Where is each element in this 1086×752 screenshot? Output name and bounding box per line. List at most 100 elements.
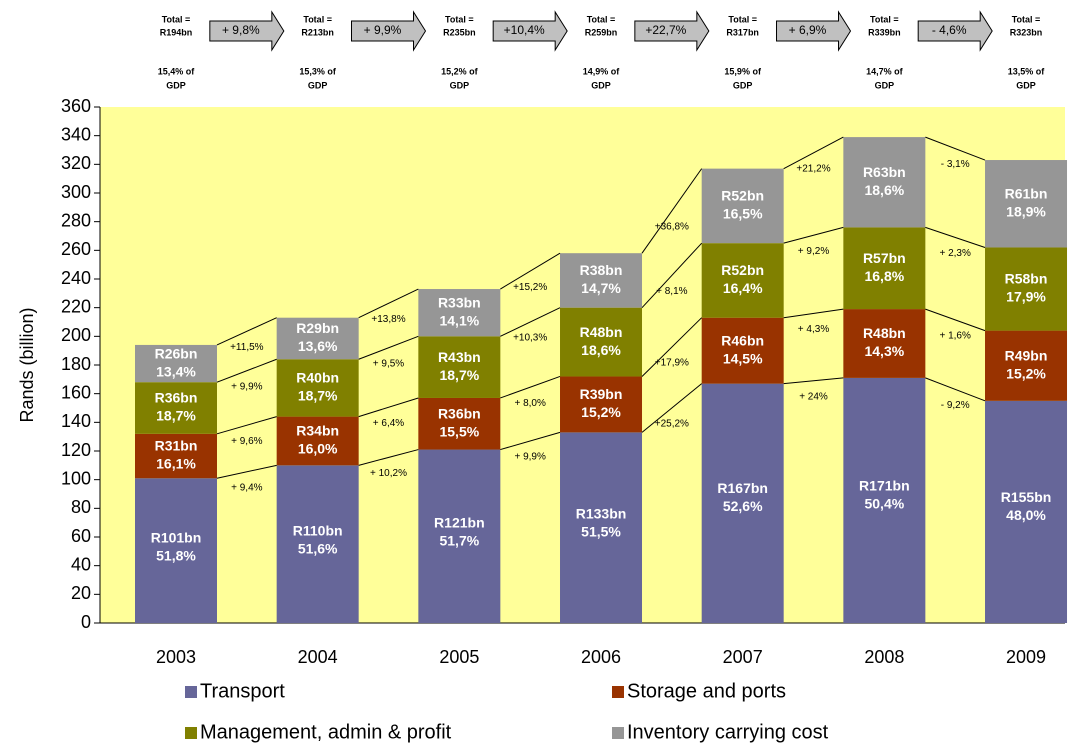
y-tick-label: 60	[71, 526, 91, 546]
connector	[216, 416, 277, 435]
share-label: 16,4%	[723, 280, 763, 296]
value-label: R29bn	[296, 320, 339, 336]
total-label: R235bn	[443, 27, 476, 37]
total-label: R194bn	[160, 27, 193, 37]
share-label: 18,9%	[1006, 203, 1046, 219]
value-label: R63bn	[863, 164, 906, 180]
growth-label: - 9,2%	[941, 400, 970, 411]
total-label: Total =	[728, 14, 757, 24]
y-tick-label: 40	[71, 554, 91, 574]
value-label: R49bn	[1005, 347, 1048, 363]
value-label: R110bn	[293, 523, 343, 539]
share-label: 50,4%	[864, 495, 904, 511]
share-label: 15,2%	[1006, 365, 1046, 381]
y-tick-label: 140	[61, 411, 91, 431]
y-tick-label: 240	[61, 268, 91, 288]
total-label: Total =	[870, 14, 899, 24]
gdp-label: GDP	[308, 80, 328, 90]
growth-label: + 10,2%	[370, 468, 407, 479]
share-label: 16,5%	[723, 206, 763, 222]
gdp-label: 15,3% of	[299, 66, 337, 76]
x-tick-label: 2003	[156, 647, 196, 667]
share-label: 16,8%	[864, 268, 904, 284]
bar-segment	[701, 243, 784, 318]
value-label: R46bn	[721, 332, 764, 348]
connector	[358, 449, 419, 466]
bar-segment	[276, 359, 359, 417]
share-label: 51,5%	[581, 524, 621, 540]
connector	[216, 464, 277, 479]
gdp-label: GDP	[875, 80, 895, 90]
connector	[358, 288, 419, 319]
connector	[500, 375, 561, 399]
growth-arrow	[634, 10, 710, 52]
legend-label: Transport	[200, 680, 285, 702]
growth-label: + 8,0%	[514, 398, 546, 409]
growth-arrow	[776, 10, 852, 52]
value-label: R31bn	[155, 438, 198, 454]
bar-segment	[985, 247, 1068, 331]
connector	[500, 252, 561, 290]
connector	[216, 317, 277, 346]
value-label: R58bn	[1005, 271, 1048, 287]
bar-segment	[418, 449, 501, 623]
value-label: R57bn	[863, 250, 906, 266]
value-label: R155bn	[1001, 489, 1052, 505]
connector	[641, 168, 703, 254]
value-label: R36bn	[438, 405, 481, 421]
growth-label: + 9,4%	[231, 482, 263, 493]
value-label: R43bn	[438, 349, 481, 365]
value-label: R40bn	[296, 370, 339, 386]
connector	[783, 377, 844, 385]
y-tick-label: 200	[61, 325, 91, 345]
growth-label: + 9,5%	[373, 358, 405, 369]
growth-label: + 9,2%	[798, 246, 830, 257]
total-growth-label: - 4,6%	[932, 23, 967, 37]
gdp-label: GDP	[166, 80, 186, 90]
legend-swatch	[185, 686, 197, 698]
value-label: R121bn	[434, 515, 485, 531]
y-tick-label: 320	[61, 153, 91, 173]
growth-label: + 2,3%	[939, 248, 971, 259]
total-label: Total =	[1012, 14, 1041, 24]
bar-segment	[701, 383, 784, 623]
legend-label: Management, admin & profit	[200, 721, 452, 743]
growth-label: + 4,3%	[798, 324, 830, 335]
y-tick-label: 280	[61, 210, 91, 230]
legend-swatch	[185, 727, 197, 739]
bar-segment	[985, 400, 1068, 623]
connector	[358, 397, 419, 418]
share-label: 18,6%	[581, 342, 621, 358]
x-tick-label: 2008	[864, 647, 904, 667]
value-label: R48bn	[863, 325, 906, 341]
connector	[641, 383, 702, 433]
bar-segment	[843, 377, 926, 623]
connector	[641, 317, 703, 377]
y-tick-label: 180	[61, 354, 91, 374]
bar-segment	[276, 317, 359, 360]
connector	[783, 226, 844, 244]
share-label: 15,2%	[581, 404, 621, 420]
bar-segment	[135, 382, 217, 434]
total-growth-label: +22,7%	[645, 23, 686, 37]
growth-arrow	[492, 10, 568, 52]
growth-label: - 3,1%	[941, 159, 970, 170]
share-label: 13,6%	[298, 338, 338, 354]
gdp-label: 14,7% of	[866, 66, 904, 76]
growth-label: +13,8%	[371, 314, 405, 325]
bar-segment	[843, 309, 926, 378]
gdp-label: 15,9% of	[724, 66, 762, 76]
gdp-label: GDP	[1016, 80, 1036, 90]
bar-segment	[418, 289, 501, 337]
growth-label: + 9,6%	[231, 436, 263, 447]
growth-label: +10,3%	[513, 333, 547, 344]
connector	[925, 308, 986, 332]
x-tick-label: 2005	[439, 647, 479, 667]
share-label: 15,5%	[439, 423, 479, 439]
total-growth-label: +10,4%	[504, 23, 545, 37]
value-label: R61bn	[1005, 185, 1048, 201]
total-label: Total =	[303, 14, 332, 24]
growth-label: + 8,1%	[656, 286, 688, 297]
x-tick-label: 2009	[1006, 647, 1046, 667]
